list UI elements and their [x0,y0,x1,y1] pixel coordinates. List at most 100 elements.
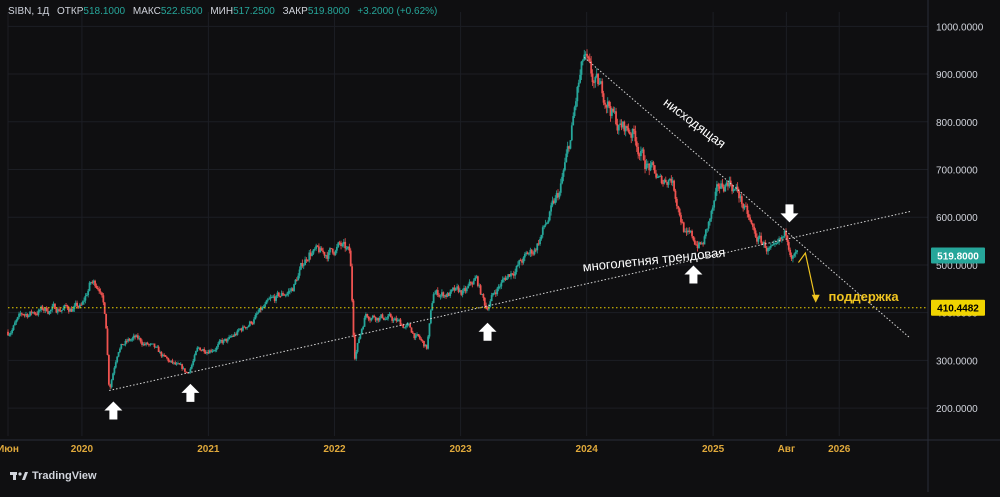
candle-body [529,249,532,254]
candle-body [201,349,204,351]
candle [9,331,12,337]
candle-body [196,347,199,352]
candle [620,119,623,131]
candle [568,145,570,152]
candle [143,341,146,347]
arrow-down-icon [780,204,799,223]
candle [669,177,671,181]
candle [425,344,428,350]
candle [280,290,283,297]
candle-body [652,162,655,166]
candle [586,49,588,61]
candle [145,342,148,347]
candle-body [92,280,95,283]
candle-body [400,324,403,326]
candle [496,286,499,297]
candle-body [467,285,470,289]
candle-body [255,313,258,316]
candle [751,222,754,230]
candle-body [796,250,798,253]
candle-body [297,275,300,281]
candle-body [290,288,293,291]
candle-body [716,184,718,192]
candle [22,313,25,316]
candle [240,327,243,333]
candle [796,250,798,255]
candle-body [258,308,261,313]
candle-body [575,101,577,108]
candle-body [55,308,58,313]
candle-body [692,236,695,241]
candle-body [655,173,658,178]
candle-body [423,340,425,347]
candle-body [74,302,77,306]
candle-body [610,108,613,116]
candle [226,337,229,344]
candle-body [550,205,552,212]
candle [649,160,652,172]
candle-body [322,250,324,252]
candle-body [669,178,671,181]
candle-body [253,319,255,324]
candle [413,333,416,340]
candle-body [127,339,130,342]
candle [337,241,340,248]
candle-body [439,295,442,297]
candle-body [649,165,652,171]
candle [709,218,711,226]
candle [26,313,29,319]
candle [331,248,334,255]
candle [347,246,349,250]
candle-body [569,140,572,149]
candle [562,168,565,182]
candle-body [52,303,55,307]
candle [758,232,761,240]
candle [405,324,407,330]
candle [648,163,651,176]
candle [302,263,305,270]
candle [779,237,782,242]
candle-body [268,298,271,300]
candle-body [606,101,609,108]
candle [762,240,765,248]
candle [739,193,742,202]
candle-body [579,74,582,83]
candle-body [511,273,514,275]
candle-body [213,350,215,352]
candle-body [359,333,362,339]
candle [432,292,435,304]
candle-body [365,314,367,318]
candle [428,323,431,339]
candle [182,366,185,370]
candle-body [273,296,276,301]
symbol-label[interactable]: SIBN, 1Д [8,6,50,17]
candle [41,304,44,311]
high-value: 522.6500 [160,6,203,17]
candle [366,313,369,318]
candle [308,249,311,263]
candle-body [167,358,170,362]
candle [175,361,178,366]
candle-body [9,333,12,335]
candle-body [552,200,555,204]
candle-body [112,373,114,381]
candle [222,339,225,345]
candle [789,247,792,258]
x-tick-label: Июн [0,444,19,455]
candle-body [468,281,471,286]
candle [369,316,371,323]
candle [551,196,554,208]
candle [243,325,246,328]
candle [237,328,240,333]
footer-brand[interactable]: TradingView [10,470,97,482]
candle-body [476,276,479,286]
candle-body [593,82,595,84]
candle-body [695,244,698,246]
candle [418,334,421,340]
candle [685,227,688,236]
candle-body [67,308,70,312]
candle-body [454,287,457,291]
candle [605,104,608,114]
